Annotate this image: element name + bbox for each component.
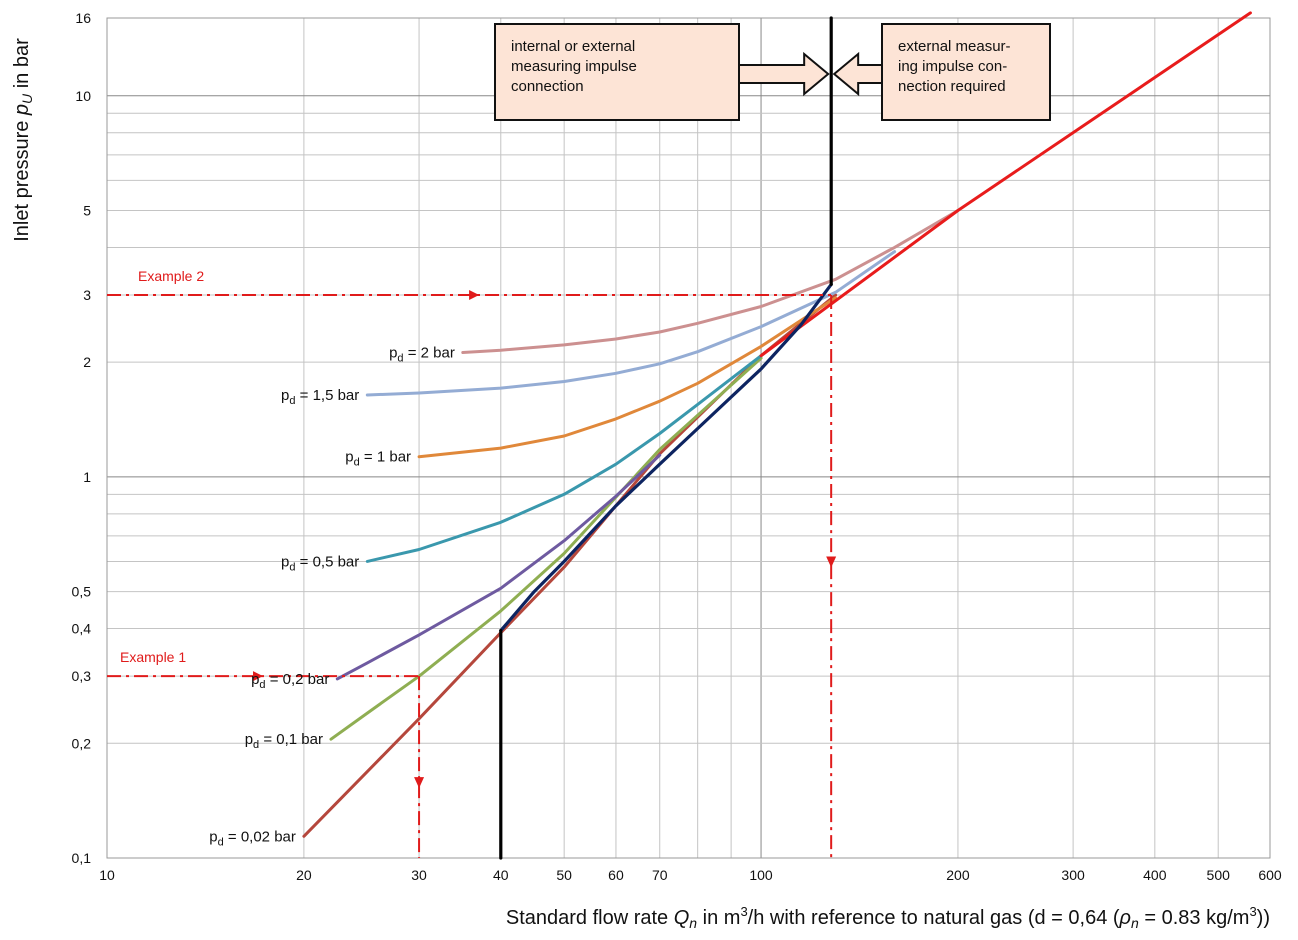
curve-label: pd = 2 bar	[389, 345, 455, 365]
y-tick-label: 16	[75, 10, 91, 26]
x-axis-label: Standard flow rate Qn in m3/h with refer…	[506, 904, 1270, 931]
annotation-boxes: internal or external measuring impulse con…	[494, 23, 1051, 121]
x-tick-label: 20	[296, 867, 312, 883]
series-line-4	[417, 296, 838, 459]
curve-label: pd = 0,5 bar	[281, 553, 359, 573]
example-lines: Example 1 Example 2	[107, 268, 837, 858]
y-tick-label: 0,2	[72, 735, 92, 751]
y-tick-label: 1	[83, 469, 91, 485]
annotation-box-left: internal or external measuring impulse con…	[494, 23, 740, 121]
annotation-box-line: internal or external	[511, 38, 635, 55]
x-tick-label: 300	[1061, 867, 1085, 883]
series-line-0	[302, 293, 838, 838]
x-tick-label: 400	[1143, 867, 1167, 883]
curve-label: pd = 0,1 bar	[245, 731, 323, 751]
y-tick-label: 0,3	[72, 668, 92, 684]
x-tick-label: 50	[556, 867, 572, 883]
curve-label: pd = 0,2 bar	[251, 671, 329, 691]
example-arrow-right	[253, 671, 264, 682]
x-tick-label: 600	[1258, 867, 1282, 883]
y-tick-label: 10	[75, 88, 91, 104]
annotation-box-right: external measur-ing impulse con-nection …	[881, 23, 1051, 121]
annotation-box-line: nection required	[898, 78, 1006, 95]
annotation-box-frame	[494, 23, 740, 121]
arrow-pointing-left	[832, 51, 883, 97]
arrow-pointing-right	[738, 51, 830, 97]
example-label: Example 1	[120, 649, 186, 665]
annotation-box-frame	[881, 23, 1051, 121]
y-tick-label: 0,5	[72, 584, 92, 600]
series-curves	[302, 11, 1252, 860]
x-tick-label: 40	[493, 867, 509, 883]
x-tick-label: 30	[411, 867, 427, 883]
y-tick-label: 0,1	[72, 850, 92, 866]
series-line-6	[461, 209, 960, 354]
curve-label: pd = 1 bar	[345, 449, 411, 469]
series-line-3	[365, 354, 763, 563]
curve-labels: pd = 0,02 bar pd = 0,1 bar pd = 0,2 bar pd …	[209, 345, 455, 849]
y-tick-labels: 0,1 0,2 0,3 0,4 0,5 1 2 3 5 10 16	[72, 10, 92, 866]
y-axis-label: Inlet pressure pU in bar	[11, 38, 35, 242]
example-arrow-down	[826, 556, 837, 568]
series-line-8	[499, 282, 833, 633]
grid	[106, 17, 1271, 859]
annotation-box-line: connection	[511, 78, 584, 95]
annotation-box-line: external measur-	[898, 38, 1011, 55]
axis-labels: Standard flow rate Qn in m3/h with refer…	[11, 38, 1270, 931]
series-line-2	[335, 453, 662, 681]
series-line-1	[329, 356, 763, 741]
example-arrow-right	[469, 290, 480, 301]
x-tick-label: 100	[749, 867, 773, 883]
example-arrow-down	[414, 777, 425, 789]
example-label: Example 2	[138, 268, 204, 284]
x-tick-labels: 10 20 30 40 50 60 70 100 200 300 400 500 600	[99, 867, 1282, 883]
series-line-5	[365, 250, 897, 397]
x-tick-label: 500	[1207, 867, 1231, 883]
x-tick-label: 60	[608, 867, 624, 883]
series-line-7	[759, 11, 1252, 358]
annotation-box-line: ing impulse con-	[898, 58, 1007, 75]
curve-label: pd = 1,5 bar	[281, 387, 359, 407]
y-tick-label: 2	[83, 354, 91, 370]
y-tick-label: 3	[83, 287, 91, 303]
plot-frame	[106, 17, 1271, 859]
y-tick-label: 5	[83, 203, 91, 219]
annotation-box-line: measuring impulse	[511, 58, 637, 75]
curve-label: pd = 0,02 bar	[209, 828, 296, 848]
x-tick-label: 70	[652, 867, 668, 883]
y-tick-label: 0,4	[72, 621, 92, 637]
x-tick-label: 200	[946, 867, 970, 883]
x-tick-label: 10	[99, 867, 115, 883]
